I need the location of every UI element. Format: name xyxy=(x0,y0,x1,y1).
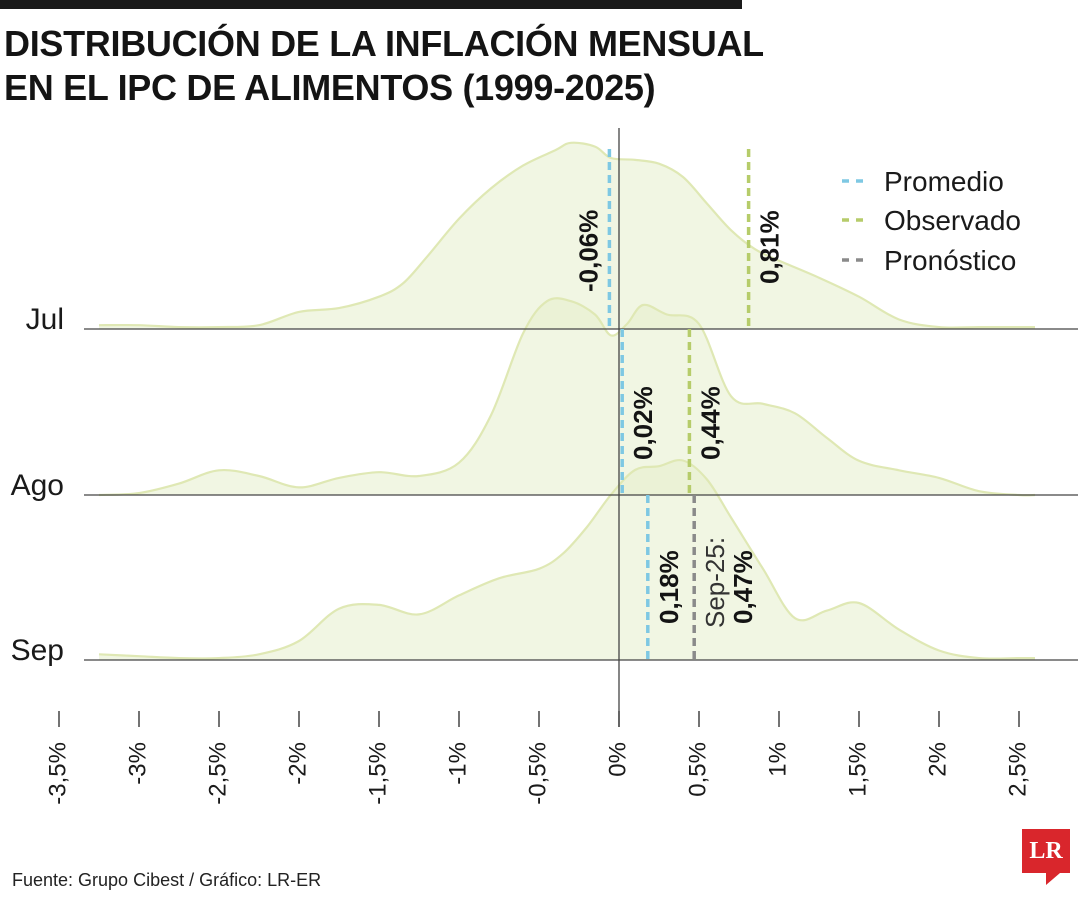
x-tick-label: -3% xyxy=(124,742,151,785)
x-tick-label: 0,5% xyxy=(684,742,711,797)
legend-label-promedio: Promedio xyxy=(884,166,1004,197)
row-label-ago: Ago xyxy=(11,469,64,502)
marker-label-observado-jul: 0,81% xyxy=(755,210,785,284)
row-label-sep: Sep xyxy=(11,634,64,667)
ridge-outline-jul xyxy=(98,141,1035,329)
x-tick-label: -1% xyxy=(444,742,471,785)
ridge-area-sep xyxy=(99,460,1035,660)
lr-logo: LR xyxy=(1022,829,1070,873)
x-tick-label: -3,5% xyxy=(44,742,71,805)
legend-label-pronostico: Pronóstico xyxy=(884,245,1016,276)
labels-layer: Jul -0,06% 0,81% Ago 0,02% 0,44% Sep 0,18% Sep-2… xyxy=(11,166,1032,805)
chart-title: DISTRIBUCIÓN DE LA INFLACIÓN MENSUAL EN … xyxy=(4,22,764,110)
ridge-area-ago xyxy=(99,298,1035,496)
marker-prefix-sep: Sep-25: xyxy=(700,537,730,628)
marker-label-promedio-sep: 0,18% xyxy=(654,550,684,624)
source-note: Fuente: Grupo Cibest / Gráfico: LR-ER xyxy=(12,870,322,890)
top-rule xyxy=(0,0,742,9)
x-tick-label: -0,5% xyxy=(524,742,551,805)
x-tick-label: 1,5% xyxy=(844,742,871,797)
markers-layer xyxy=(607,149,751,660)
x-tick-label: -1,5% xyxy=(364,742,391,805)
title-line-2: EN EL IPC DE ALIMENTOS (1999-2025) xyxy=(4,67,656,108)
ridge-outline-ago xyxy=(98,297,1036,497)
marker-label-promedio-jul: -0,06% xyxy=(573,210,603,292)
row-label-jul: Jul xyxy=(26,303,64,336)
baselines-layer xyxy=(84,128,1078,727)
x-tick-label: -2,5% xyxy=(204,742,231,805)
ridges-layer xyxy=(98,141,1036,660)
x-tick-label: -2% xyxy=(284,742,311,785)
lr-logo-tail xyxy=(1046,873,1060,885)
x-tick-label: 2,5% xyxy=(1004,742,1031,797)
marker-label-promedio-ago: 0,02% xyxy=(628,386,658,460)
legend-label-observado: Observado xyxy=(884,205,1021,236)
x-tick-label: 0% xyxy=(604,742,631,777)
marker-label-observado-ago: 0,44% xyxy=(695,386,725,460)
x-tick-label: 2% xyxy=(924,742,951,777)
x-tick-label: 1% xyxy=(764,742,791,777)
title-line-1: DISTRIBUCIÓN DE LA INFLACIÓN MENSUAL xyxy=(4,23,764,64)
marker-label-pronostico-sep: 0,47% xyxy=(728,550,758,624)
ridge-area-jul xyxy=(99,142,1035,329)
